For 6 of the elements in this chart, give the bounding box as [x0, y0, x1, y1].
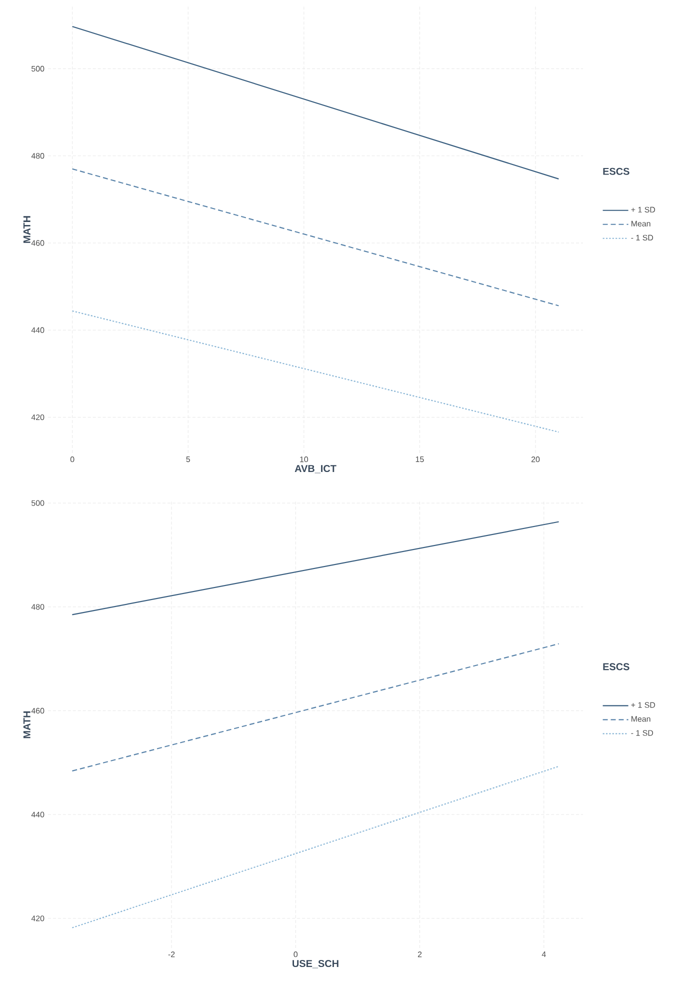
x-axis-title: AVB_ICT	[294, 465, 336, 474]
y-axis-title: MATH	[23, 216, 30, 243]
legend-title: ESCS	[603, 663, 630, 670]
y-axis-title: MATH	[23, 711, 30, 738]
x-axis-title: USE_SCH	[292, 960, 338, 968]
legend-title: ESCS	[603, 168, 630, 175]
